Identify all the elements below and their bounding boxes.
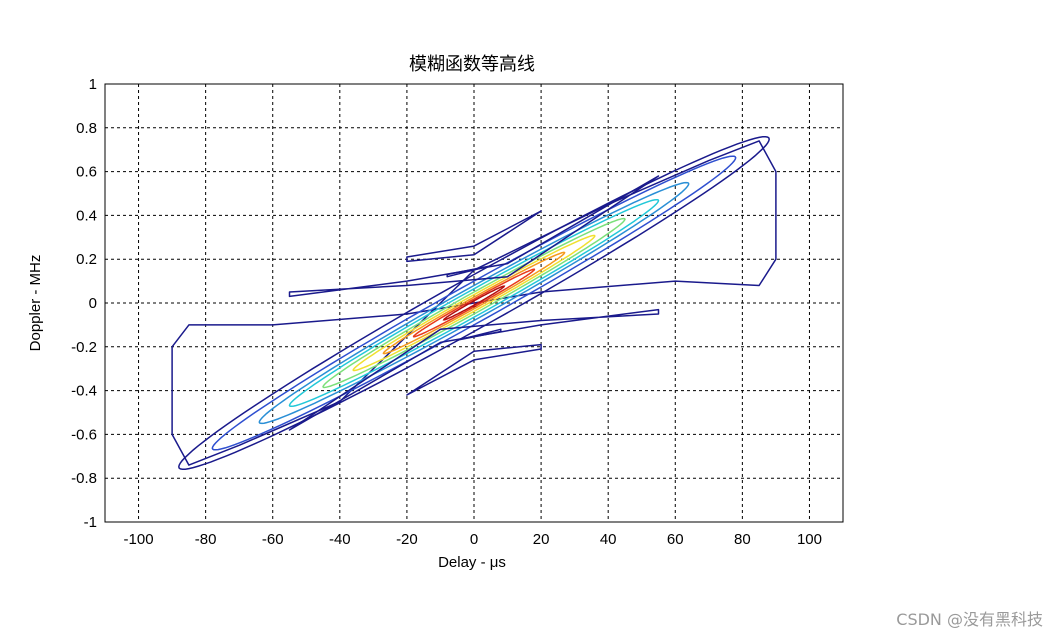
y-axis-label: Doppler - MHz xyxy=(27,255,44,352)
x-axis-label: Delay - μs xyxy=(438,554,506,571)
y-tick-label: -0.6 xyxy=(71,426,97,443)
contour-level-0 xyxy=(178,136,770,470)
y-tick-label: -1 xyxy=(84,514,97,531)
y-tick-label: -0.8 xyxy=(71,470,97,487)
contour-level-7 xyxy=(412,268,536,338)
y-tick-label: 1 xyxy=(89,76,97,93)
y-axis-ticks: -1 -0.8 -0.6 -0.4 -0.2 0 0.2 0.4 0.6 0.8 1 xyxy=(71,76,97,531)
y-tick-label: 0 xyxy=(89,295,97,312)
contour-sidelobe-5 xyxy=(456,328,502,341)
contour-sidelobe-3 xyxy=(288,308,660,431)
x-tick-label: 0 xyxy=(470,531,478,548)
y-tick-label: 0.4 xyxy=(76,207,97,224)
contour-level-4 xyxy=(322,217,626,389)
x-tick-label: 60 xyxy=(667,531,684,548)
contour-sidelobe-4 xyxy=(406,343,542,396)
contour-lines: 1 xyxy=(171,136,777,470)
contour-sidelobe-2 xyxy=(446,265,492,278)
contour-level-8 xyxy=(442,285,506,321)
contour-chart: 模糊函数等高线 -100 -80 -60 -40 -20 0 20 40 60 80 100 -1-… xyxy=(27,54,844,571)
x-tick-label: 100 xyxy=(797,531,822,548)
y-tick-label: 0.6 xyxy=(76,164,97,181)
y-tick-label: -0.2 xyxy=(71,339,97,356)
contour-sidelobe-1 xyxy=(406,210,542,263)
x-tick-label: -40 xyxy=(329,531,351,548)
x-tick-label: -100 xyxy=(124,531,154,548)
contour-outer-envelope xyxy=(171,140,777,466)
x-tick-label: -80 xyxy=(195,531,217,548)
x-tick-label: 20 xyxy=(533,531,550,548)
contour-sidelobe-0 xyxy=(288,175,660,298)
contour-level-3 xyxy=(288,198,660,408)
peak-label: 1 xyxy=(471,299,477,310)
watermark-text: CSDN @没有黑科技 xyxy=(896,610,1043,629)
y-tick-label: 0.8 xyxy=(76,120,97,137)
chart-title: 模糊函数等高线 xyxy=(409,54,535,75)
x-tick-label: -60 xyxy=(262,531,284,548)
x-tick-label: 40 xyxy=(600,531,617,548)
contour-level-5 xyxy=(352,234,596,372)
y-tick-label: 0.2 xyxy=(76,251,97,268)
y-tick-label: -0.4 xyxy=(71,383,97,400)
x-axis-ticks: -100 -80 -60 -40 -20 0 20 40 60 80 100 xyxy=(124,531,822,548)
contour-level-6 xyxy=(382,251,566,355)
x-tick-label: 80 xyxy=(734,531,751,548)
x-tick-label: -20 xyxy=(396,531,418,548)
